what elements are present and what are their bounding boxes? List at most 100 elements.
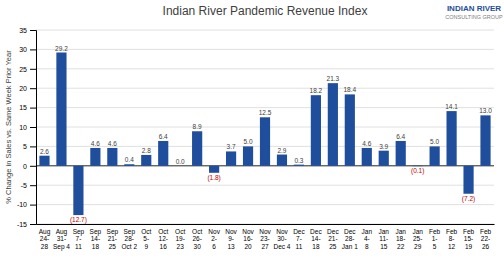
grid-line [36,68,494,69]
y-tick-mark [30,88,36,89]
y-tick-label: 25 [19,66,27,73]
x-tick: Feb15-19 [463,224,475,250]
x-tick-label-line: 29 [414,243,422,250]
bar [209,166,219,173]
x-tick-label-line: 25- [413,235,422,242]
x-tick-label-line: 30 [194,243,202,250]
x-tick-label-line: Oct [175,228,185,235]
x-tick-label-line: 27 [261,243,269,250]
y-tick-mark [30,224,36,225]
x-tick-label-line: 18 [312,243,320,250]
x-tick-label-line: 26 [482,243,490,250]
x-tick-label-line: 6 [212,243,216,250]
y-tick: 20 [19,85,36,92]
x-tick-label-line: 18- [396,235,405,242]
x-tick-label-line: 23 [177,243,185,250]
data-label: (12.7) [70,216,87,224]
data-label: 12.5 [259,109,272,116]
bar [243,146,253,165]
x-tick-label-line: Nov [242,228,254,235]
plot-area [39,53,490,216]
x-tick: Jan11-15 [378,224,389,250]
y-tick-label: 0 [23,163,27,170]
x-tick-label-line: 16 [160,243,168,250]
x-tick-label: Dec14-18 [310,228,322,250]
x-tick: Feb22-26 [480,224,492,250]
x-tick-label-line: Dec [344,228,356,235]
x-tick-label: Oct19-23 [175,228,185,250]
x-tick-label-line: Nov [225,228,237,235]
x-tick: Sep21-25 [107,224,119,250]
data-label: 3.9 [379,143,388,150]
x-tick-label-line: Feb [446,228,458,235]
x-tick: Dec7-11 [293,224,305,250]
y-tick: 30 [19,46,36,53]
x-tick-label-line: 9 [144,243,148,250]
x-tick-label: Nov16-20 [242,228,254,250]
x-tick: Feb8-12 [446,224,458,250]
x-tick-label-line: Jan [378,228,389,235]
x-tick-label-line: 19 [465,243,473,250]
x-tick-label: Jan11-15 [378,228,389,250]
x-tick-label-line: 19- [175,235,184,242]
x-tick-label-line: 15- [464,235,473,242]
x-tick: Aug24-28 [39,224,51,250]
x-tick-label: Nov30-Dec 4 [273,228,290,250]
x-tick: Sep7-11 [73,224,85,250]
grid-line [36,30,494,31]
data-labels: 2.629.2(12.7)4.64.60.42.86.40.08.9(1.8)3… [40,45,492,224]
x-tick: Oct5-9 [141,224,151,250]
x-tick-label-line: 8 [365,243,369,250]
bar [294,165,304,166]
bar [107,148,117,166]
grid-line [36,204,494,205]
data-label: 8.9 [193,123,202,130]
x-tick-label-line: 16- [243,235,252,242]
bar [124,164,134,166]
bar [463,166,473,194]
x-tick-label-line: 22- [481,235,490,242]
x-tick-label: Jan25-29 [412,228,423,250]
y-tick: 5 [23,143,36,150]
title: Indian River Pandemic Revenue Index [163,4,368,18]
bar [90,148,100,166]
x-tick-label-line: 28- [125,235,134,242]
x-tick-label: Dec21-25 [327,228,339,250]
x-tick-label-line: 9- [228,235,234,242]
x-tick-label-line: Sep 4 [53,243,70,251]
y-tick-label: 5 [23,143,27,150]
data-label: 2.8 [142,147,151,154]
x-tick: Jan25-29 [412,224,423,250]
x-tick: Sep28-Oct 2 [122,224,138,250]
x-tick-label-line: 20 [244,243,252,250]
x-tick-label: Jan18-22 [395,228,406,250]
x-tick-label-line: Feb [463,228,475,235]
grid-line [36,185,494,186]
x-tick-label: Feb22-26 [480,228,492,250]
y-tick-label: 35 [19,27,27,34]
bar [396,141,406,166]
data-label: (7.2) [462,195,475,203]
data-label: 4.6 [108,140,117,147]
x-tick-label-line: Dec [327,228,339,235]
x-tick-label-line: 18 [92,243,100,250]
data-label: 3.7 [227,143,236,150]
annotation: INDIAN RIVER [447,4,501,13]
y-tick-label: -10 [17,201,27,208]
bar [379,151,389,166]
data-label: 0.0 [176,158,185,165]
x-tick: Feb1-5 [429,224,441,250]
x-tick-label: Feb15-19 [463,228,475,250]
x-tick: Nov2-6 [208,224,220,250]
x-tick-label-line: Dec [310,228,322,235]
x-tick: Sep14-18 [90,224,102,250]
x-tick-label-line: Oct [192,228,202,235]
x-tick: Oct12-16 [158,224,168,250]
bar [73,166,83,215]
x-tick-label-line: 11- [379,235,388,242]
y-tick-mark [30,205,36,206]
x-tick-label: Nov23-27 [259,228,271,250]
bar [328,83,338,166]
bar [141,155,151,166]
x-tick-label-line: Nov [276,228,288,235]
